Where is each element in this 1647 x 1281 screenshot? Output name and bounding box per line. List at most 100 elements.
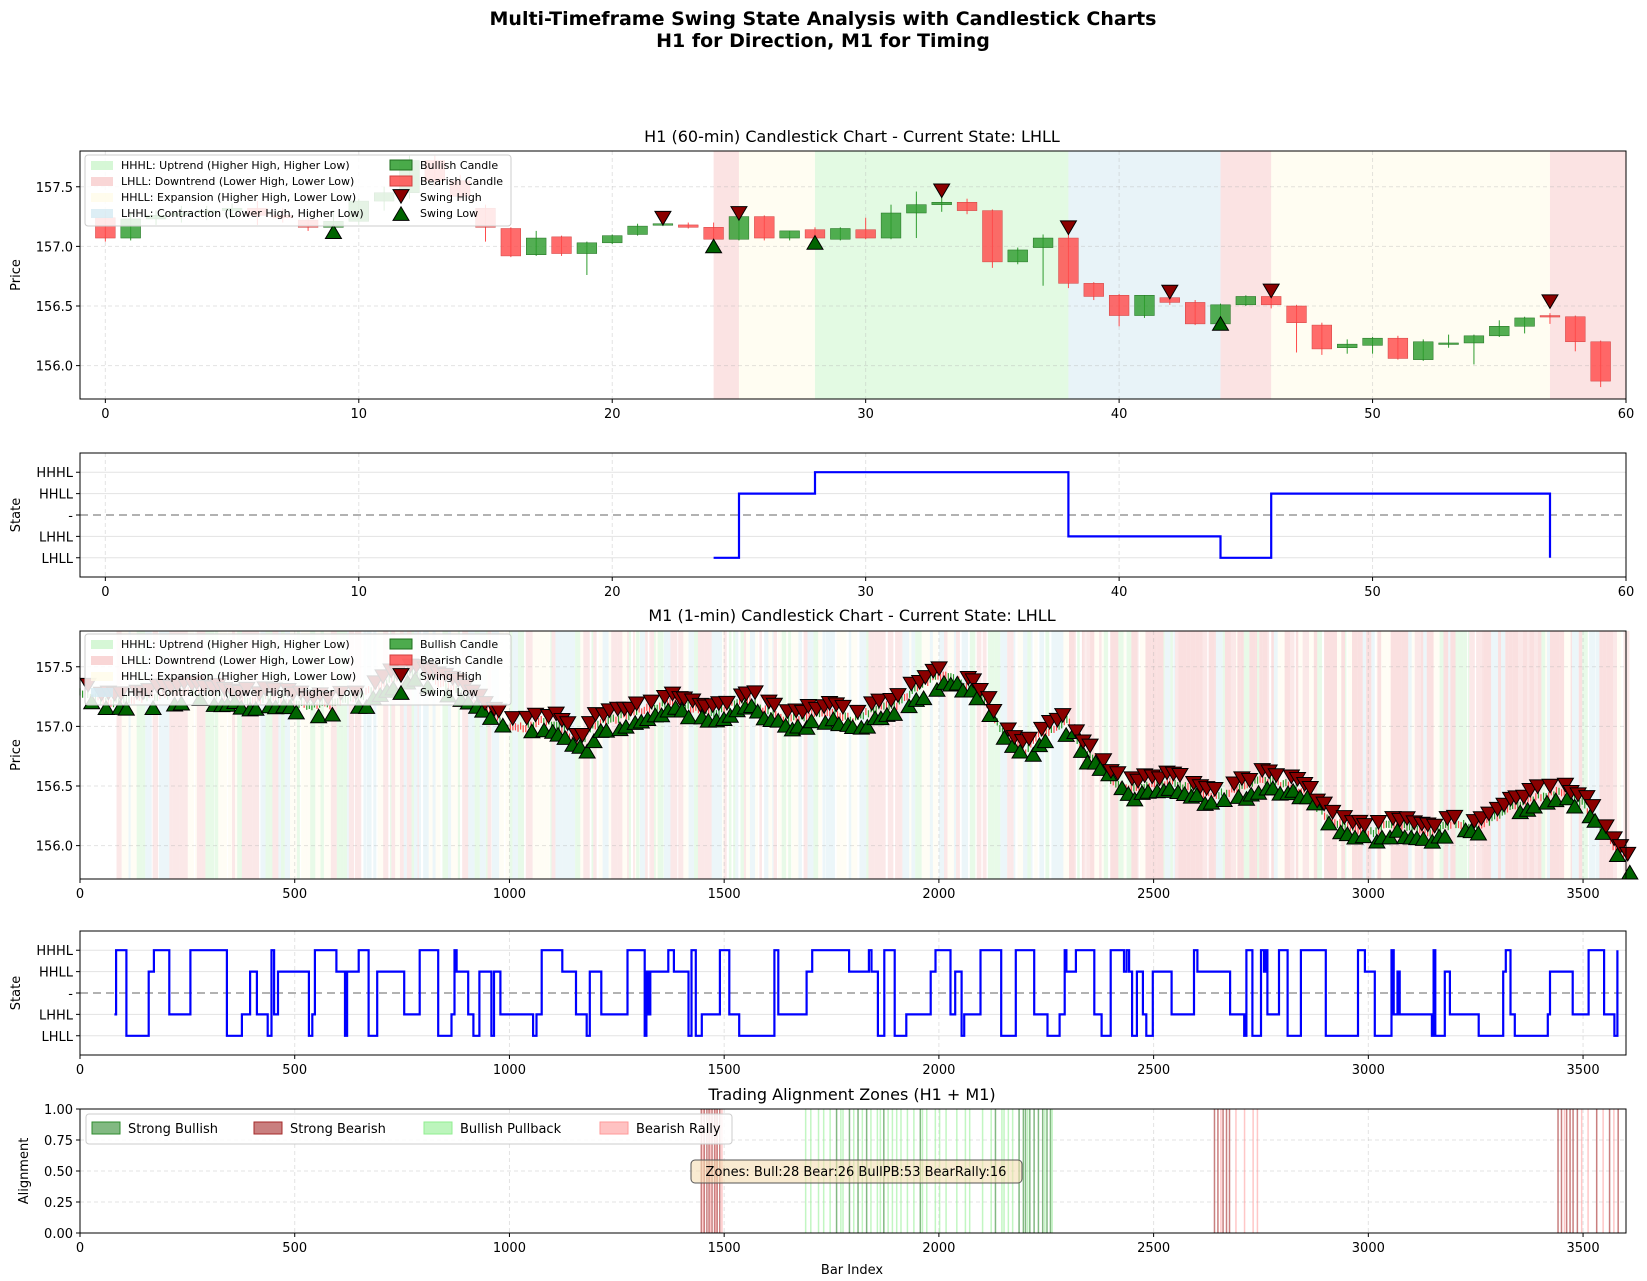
m1-regime-band <box>848 631 852 879</box>
m1-regime-band <box>1357 631 1363 879</box>
m1-regime-band <box>1284 631 1291 879</box>
h1-bullish-candle <box>627 225 648 235</box>
m1-swing-low-marker <box>1284 782 1302 798</box>
m1s-xtick-label: 500 <box>282 1063 307 1078</box>
m1-regime-band <box>391 631 396 879</box>
m1-regime-band <box>1455 631 1458 879</box>
m1-regime-band <box>1482 631 1484 879</box>
alignment-xlabel: Bar Index <box>821 1263 883 1278</box>
m1-swing-high-marker <box>517 710 536 726</box>
m1-regime-band <box>1522 631 1528 879</box>
m1-regime-band <box>145 631 152 879</box>
m1-regime-band <box>694 631 698 879</box>
m1-swing-low-marker <box>802 713 821 729</box>
m1-regime-band <box>1450 631 1456 879</box>
m1-regime-band <box>1387 631 1391 879</box>
m1-regime-band <box>532 631 540 879</box>
m1-regime-band <box>1518 631 1523 879</box>
figure-title-line1: Multi-Timeframe Swing State Analysis wit… <box>490 8 1157 30</box>
m1-regime-band <box>1302 631 1310 879</box>
m1-regime-band <box>1541 631 1546 879</box>
m1-regime-band <box>1606 631 1614 879</box>
m1-regime-band <box>1376 631 1378 879</box>
h1-legend-swing-high-marker <box>392 189 410 205</box>
m1-ytick-label: 157.5 <box>36 661 73 676</box>
m1-regime-band <box>252 631 260 879</box>
al-ytick-label: 0.50 <box>44 1165 73 1180</box>
m1-regime-band <box>1275 631 1278 879</box>
h1-bullish-candle <box>1438 342 1459 345</box>
m1s-xtick-label: 3000 <box>1352 1063 1385 1078</box>
m1-regime-band <box>1151 631 1157 879</box>
m1-regime-band <box>1007 631 1011 879</box>
strong-bearish-zone <box>1576 1109 1579 1233</box>
h1-bullish-candle <box>1463 335 1485 344</box>
m1-regime-band <box>915 631 922 879</box>
h1s-xtick-label: 0 <box>101 585 109 600</box>
m1-swing-high-marker <box>1323 804 1342 821</box>
h1-legend-regime-swatch <box>91 193 113 202</box>
m1-regime-band <box>1195 631 1200 879</box>
m1-regime-band <box>788 631 792 879</box>
m1-regime-band <box>772 631 774 879</box>
m1-swing-high-marker <box>526 707 545 723</box>
h1-bullish-candle <box>931 202 952 205</box>
m1-regime-band <box>650 631 655 879</box>
m1-swing-low-marker <box>1091 760 1110 776</box>
m1-regime-band <box>348 631 354 879</box>
m1-regime-band <box>1056 631 1064 879</box>
m1s-xtick-label: 1000 <box>493 1063 526 1078</box>
m1-swing-low-marker <box>1072 742 1091 758</box>
m1-regime-band <box>1613 631 1617 879</box>
m1-regime-band <box>179 631 182 879</box>
m1-regime-band <box>1118 631 1124 879</box>
al-xtick-label: 0 <box>76 1241 84 1256</box>
al-ytick-label: 0.25 <box>44 1196 73 1211</box>
m1-regime-band <box>982 631 987 879</box>
m1-regime-band <box>1222 631 1225 879</box>
h1-candlestick-panel: H1 (60-min) Candlestick Chart - Current … <box>9 127 1634 422</box>
m1-regime-band <box>1602 631 1607 879</box>
m1-swing-high-marker <box>1355 818 1374 834</box>
h1-xtick-label: 40 <box>1111 407 1128 422</box>
h1-bearish-candle <box>754 216 775 239</box>
m1-regime-band <box>411 631 415 879</box>
h1-swing-high-marker <box>730 206 748 222</box>
m1-regime-band <box>1345 631 1347 879</box>
m1-regime-band <box>1527 631 1530 879</box>
h1-xtick-label: 50 <box>1364 407 1381 422</box>
bearish-rally-zone <box>1235 1109 1237 1233</box>
h1-bullish-candle <box>1489 326 1510 337</box>
m1-regime-band <box>1255 631 1258 879</box>
h1s-ytick-label: - <box>68 509 73 524</box>
m1-regime-band <box>1341 631 1346 879</box>
h1-bearish-candle <box>1539 315 1561 318</box>
m1-legend-bearish-swatch <box>389 654 413 666</box>
m1-regime-band <box>866 631 869 879</box>
al-ytick-label: 0.00 <box>44 1227 73 1242</box>
m1-regime-band <box>575 631 581 879</box>
m1-regime-band <box>1176 631 1179 879</box>
m1-regime-band <box>278 631 281 879</box>
m1-regime-band <box>1599 631 1603 879</box>
al-ytick-label: 0.75 <box>44 1134 73 1149</box>
h1-xtick-label: 10 <box>351 407 368 422</box>
m1-regime-band <box>525 631 533 879</box>
m1-swing-high-marker <box>718 695 736 712</box>
m1-regime-band <box>1578 631 1581 879</box>
alignment-legend-swatch <box>91 1121 121 1135</box>
m1-swing-low-marker <box>1436 828 1454 844</box>
m1-regime-band <box>929 631 933 879</box>
m1-regime-band <box>1215 631 1223 879</box>
h1-legend-regime-swatch <box>91 209 113 218</box>
m1-regime-band <box>487 631 492 879</box>
m1-regime-band <box>803 631 808 879</box>
m1-ylabel: Price <box>9 739 24 771</box>
m1-regime-band <box>932 631 939 879</box>
m1-regime-band <box>505 631 510 879</box>
m1-regime-band <box>1371 631 1375 879</box>
m1-swing-low-marker <box>597 722 616 738</box>
m1-regime-band <box>121 631 129 879</box>
m1-swing-high-marker <box>1267 768 1286 784</box>
m1-regime-band <box>1123 631 1126 879</box>
